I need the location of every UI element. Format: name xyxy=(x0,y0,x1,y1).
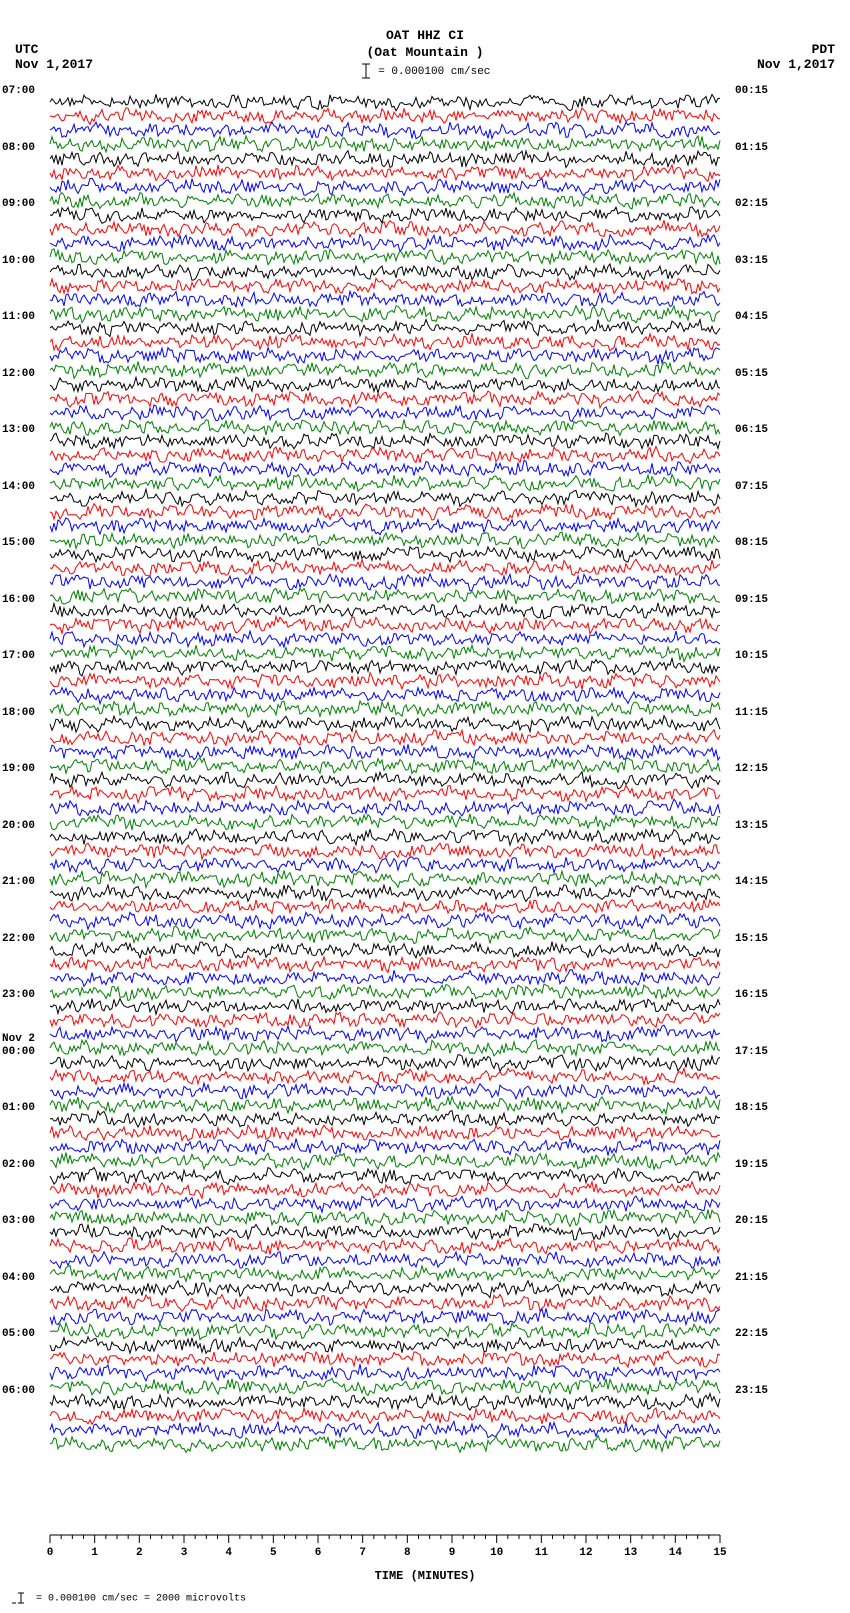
utc-time-label: 09:00 xyxy=(2,198,35,210)
svg-text:9: 9 xyxy=(449,1547,456,1559)
local-time-label: 23:15 xyxy=(735,1385,768,1397)
footer-text: = 0.000100 cm/sec = 2000 microvolts xyxy=(36,1594,246,1605)
local-time-label: 19:15 xyxy=(735,1159,768,1171)
utc-time-label: 11:00 xyxy=(2,311,35,323)
utc-time-label: 07:00 xyxy=(2,85,35,97)
local-time-label: 17:15 xyxy=(735,1046,768,1058)
local-time-label: 11:15 xyxy=(735,707,768,719)
local-time-label: 13:15 xyxy=(735,820,768,832)
utc-time-label: 01:00 xyxy=(2,1102,35,1114)
utc-time-label: 23:00 xyxy=(2,989,35,1001)
utc-time-label: 16:00 xyxy=(2,594,35,606)
chart-title: OAT HHZ CI (Oat Mountain ) xyxy=(0,28,850,62)
local-time-label: 05:15 xyxy=(735,368,768,380)
local-time-label: 04:15 xyxy=(735,311,768,323)
utc-time-label: 05:00 xyxy=(2,1328,35,1340)
utc-time-label: 15:00 xyxy=(2,537,35,549)
svg-text:5: 5 xyxy=(270,1547,277,1559)
day-break-label: Nov 2 xyxy=(2,1033,35,1045)
svg-text:6: 6 xyxy=(315,1547,322,1559)
title-line-1: OAT HHZ CI xyxy=(0,28,850,45)
utc-time-label: 06:00 xyxy=(2,1385,35,1397)
local-time-label: 16:15 xyxy=(735,989,768,1001)
left-tz: UTC xyxy=(15,42,93,57)
local-time-label: 18:15 xyxy=(735,1102,768,1114)
local-time-label: 14:15 xyxy=(735,876,768,888)
svg-text:10: 10 xyxy=(490,1547,503,1559)
utc-time-label: 18:00 xyxy=(2,707,35,719)
local-time-label: 02:15 xyxy=(735,198,768,210)
plot-area: 07:0000:1508:0001:1509:0002:1510:0003:15… xyxy=(50,90,720,1540)
local-time-label: 07:15 xyxy=(735,481,768,493)
svg-text:3: 3 xyxy=(181,1547,188,1559)
svg-text:11: 11 xyxy=(535,1547,549,1559)
local-time-label: 03:15 xyxy=(735,255,768,267)
x-axis: 0123456789101112131415 xyxy=(50,1535,720,1565)
svg-text:15: 15 xyxy=(713,1547,727,1559)
title-line-2: (Oat Mountain ) xyxy=(0,45,850,62)
utc-time-label: 14:00 xyxy=(2,481,35,493)
utc-time-label: 10:00 xyxy=(2,255,35,267)
svg-text:2: 2 xyxy=(136,1547,143,1559)
x-axis-label: TIME (MINUTES) xyxy=(0,1569,850,1583)
utc-time-label: 03:00 xyxy=(2,1215,35,1227)
local-time-label: 01:15 xyxy=(735,142,768,154)
utc-time-label: 00:00 xyxy=(2,1046,35,1058)
svg-text:1: 1 xyxy=(91,1547,98,1559)
scale-text: = 0.000100 cm/sec xyxy=(378,66,490,78)
local-time-label: 22:15 xyxy=(735,1328,768,1340)
utc-time-label: 13:00 xyxy=(2,424,35,436)
footer-scale-icon xyxy=(10,1591,30,1605)
utc-time-label: 19:00 xyxy=(2,763,35,775)
svg-text:7: 7 xyxy=(359,1547,366,1559)
local-time-label: 12:15 xyxy=(735,763,768,775)
right-tz: PDT xyxy=(757,42,835,57)
utc-time-label: 12:00 xyxy=(2,368,35,380)
utc-time-label: 21:00 xyxy=(2,876,35,888)
local-time-label: 15:15 xyxy=(735,933,768,945)
scale-indicator: = 0.000100 cm/sec xyxy=(0,62,850,80)
x-axis-ticks: 0123456789101112131415 xyxy=(50,1535,720,1565)
svg-text:13: 13 xyxy=(624,1547,638,1559)
svg-text:8: 8 xyxy=(404,1547,411,1559)
utc-time-label: 08:00 xyxy=(2,142,35,154)
local-time-label: 10:15 xyxy=(735,650,768,662)
footer-scale: = 0.000100 cm/sec = 2000 microvolts xyxy=(10,1591,246,1605)
seismic-trace xyxy=(50,1432,720,1456)
utc-time-label: 04:00 xyxy=(2,1272,35,1284)
scale-bar-icon xyxy=(360,62,372,80)
local-time-label: 06:15 xyxy=(735,424,768,436)
local-time-label: 20:15 xyxy=(735,1215,768,1227)
utc-time-label: 17:00 xyxy=(2,650,35,662)
utc-time-label: 02:00 xyxy=(2,1159,35,1171)
local-time-label: 21:15 xyxy=(735,1272,768,1284)
utc-time-label: 22:00 xyxy=(2,933,35,945)
svg-text:12: 12 xyxy=(579,1547,592,1559)
utc-time-label: 20:00 xyxy=(2,820,35,832)
helicorder-container: OAT HHZ CI (Oat Mountain ) UTC Nov 1,201… xyxy=(0,0,850,1613)
local-time-label: 08:15 xyxy=(735,537,768,549)
local-time-label: 09:15 xyxy=(735,594,768,606)
svg-text:4: 4 xyxy=(225,1547,232,1559)
local-time-label: 00:15 xyxy=(735,85,768,97)
svg-text:0: 0 xyxy=(47,1547,54,1559)
svg-text:14: 14 xyxy=(669,1547,683,1559)
